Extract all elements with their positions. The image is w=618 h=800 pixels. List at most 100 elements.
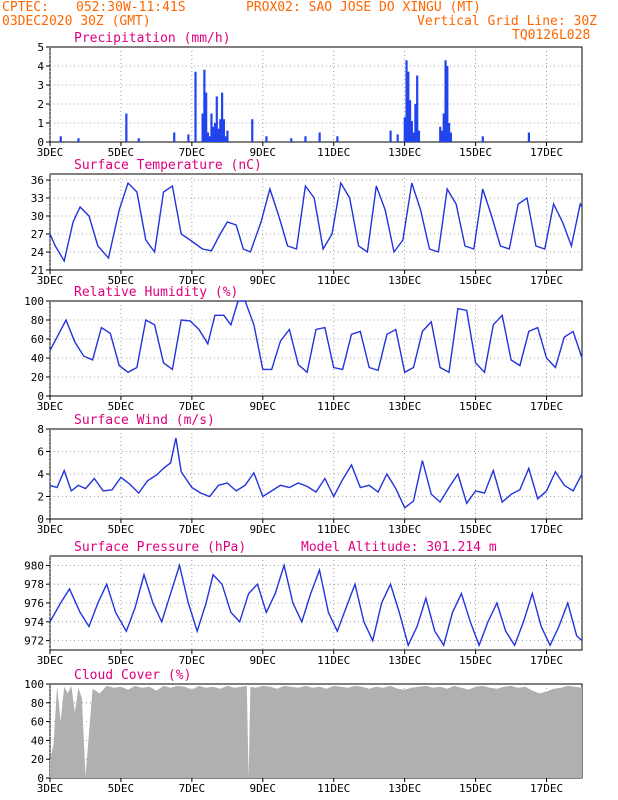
- precip-bar: [219, 119, 222, 142]
- precip-bar: [336, 136, 339, 142]
- x-tick-label: 7DEC: [179, 400, 206, 413]
- precip-bar: [210, 113, 213, 142]
- precip-bar: [187, 134, 190, 142]
- y-tick-label: 20: [31, 753, 44, 766]
- y-tick-label: 6: [37, 446, 44, 459]
- precip-bar: [205, 92, 208, 142]
- y-tick-label: 40: [31, 352, 44, 365]
- y-tick-label: 0: [37, 513, 44, 526]
- panel-title: Surface Temperature (nC): [74, 158, 262, 173]
- precip-bar: [417, 130, 421, 142]
- precip-bar: [439, 126, 442, 142]
- y-tick-label: 100: [24, 678, 44, 691]
- precip-bar: [481, 136, 484, 142]
- x-tick-label: 17DEC: [530, 523, 563, 536]
- x-tick-label: 9DEC: [250, 274, 277, 287]
- y-tick-label: 4: [37, 468, 44, 481]
- x-tick-label: 15DEC: [459, 523, 492, 536]
- header-source: CPTEC:: [2, 0, 49, 15]
- x-tick-label: 5DEC: [108, 654, 135, 667]
- y-tick-label: 40: [31, 734, 44, 747]
- precip-bar: [213, 123, 217, 142]
- series-line: [49, 437, 583, 509]
- y-tick-label: 2: [37, 491, 44, 504]
- x-tick-label: 9DEC: [250, 782, 277, 795]
- precip-bar: [403, 117, 406, 142]
- precip-bar: [59, 136, 62, 142]
- precip-bar: [396, 134, 399, 142]
- panel-title: Surface Pressure (hPa): [74, 540, 246, 555]
- x-tick-label: 7DEC: [179, 523, 206, 536]
- panel-title: Precipitation (mm/h): [74, 31, 231, 46]
- precip-bar: [405, 60, 408, 142]
- panel-frame: [49, 300, 583, 397]
- y-tick-label: 27: [31, 228, 44, 241]
- x-tick-label: 3DEC: [37, 400, 64, 413]
- x-tick-label: 11DEC: [317, 400, 350, 413]
- precip-bar: [448, 123, 451, 142]
- precip-bar: [416, 75, 419, 142]
- y-tick-label: 972: [24, 635, 44, 648]
- series-line: [49, 562, 583, 648]
- precip-bar: [125, 113, 128, 142]
- x-tick-label: 11DEC: [317, 523, 350, 536]
- y-tick-label: 974: [24, 616, 44, 629]
- y-tick-label: 3: [37, 79, 44, 92]
- precip-bar: [77, 138, 80, 142]
- x-tick-label: 9DEC: [250, 146, 277, 159]
- x-tick-label: 17DEC: [530, 400, 563, 413]
- y-tick-label: 33: [31, 192, 44, 205]
- x-tick-label: 15DEC: [459, 654, 492, 667]
- x-tick-label: 7DEC: [179, 654, 206, 667]
- precip-bar: [206, 132, 210, 142]
- y-tick-label: 0: [37, 390, 44, 403]
- precip-bar: [215, 96, 218, 142]
- header-run: 03DEC2020 30Z (GMT): [2, 14, 151, 29]
- precip-bar: [217, 128, 220, 142]
- series-line: [49, 300, 583, 374]
- x-tick-label: 3DEC: [37, 523, 64, 536]
- x-tick-label: 11DEC: [317, 782, 350, 795]
- x-tick-label: 5DEC: [108, 146, 135, 159]
- precip-bar: [194, 71, 197, 142]
- x-tick-label: 3DEC: [37, 146, 64, 159]
- precip-bar: [251, 119, 254, 142]
- y-tick-label: 24: [31, 246, 45, 259]
- y-tick-label: 80: [31, 697, 44, 710]
- precip-bar: [290, 138, 293, 142]
- x-tick-label: 5DEC: [108, 400, 135, 413]
- precip-bar: [444, 60, 447, 142]
- x-tick-label: 17DEC: [530, 274, 563, 287]
- precip-bar: [304, 136, 307, 142]
- panel-frame: [49, 173, 583, 271]
- header-model: TQ0126L028: [512, 28, 591, 43]
- x-tick-label: 11DEC: [317, 274, 350, 287]
- x-tick-label: 5DEC: [108, 523, 135, 536]
- x-tick-label: 13DEC: [388, 782, 421, 795]
- y-tick-label: 4: [37, 60, 44, 73]
- precip-bar: [449, 132, 452, 142]
- y-tick-label: 980: [24, 559, 44, 572]
- x-tick-label: 13DEC: [388, 400, 421, 413]
- precip-bar: [222, 119, 225, 142]
- y-tick-label: 2: [37, 98, 44, 111]
- precip-bar: [226, 130, 229, 142]
- precip-bar: [208, 136, 211, 142]
- precip-bar: [412, 132, 415, 142]
- precip-bar: [527, 132, 530, 142]
- x-tick-label: 5DEC: [108, 782, 135, 795]
- y-tick-label: 80: [31, 314, 44, 327]
- x-tick-label: 17DEC: [530, 654, 563, 667]
- y-tick-label: 8: [37, 423, 44, 436]
- x-tick-label: 3DEC: [37, 654, 64, 667]
- x-tick-label: 15DEC: [459, 146, 492, 159]
- header-grid-note: Vertical Grid Line: 30Z: [417, 14, 598, 29]
- precip-bar: [224, 136, 227, 142]
- y-tick-label: 21: [31, 264, 44, 277]
- x-tick-label: 15DEC: [459, 274, 492, 287]
- y-tick-label: 976: [24, 597, 44, 610]
- precip-bar: [173, 132, 176, 142]
- y-tick-label: 100: [24, 295, 44, 308]
- x-tick-label: 7DEC: [179, 782, 206, 795]
